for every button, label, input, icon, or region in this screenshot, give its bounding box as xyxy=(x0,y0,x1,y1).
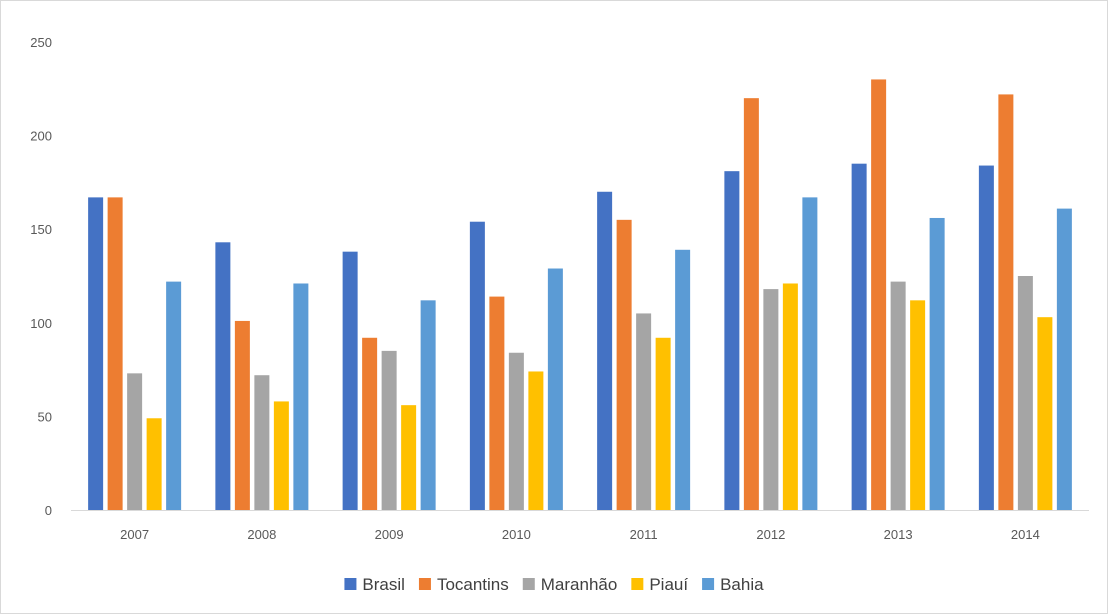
bar-brasil-2011 xyxy=(597,191,613,510)
bar-tocantins-2010 xyxy=(489,296,505,510)
x-tick-label: 2011 xyxy=(630,527,658,542)
bar-tocantins-2008 xyxy=(234,320,250,510)
y-tick-label: 0 xyxy=(45,503,52,518)
legend-label: Bahia xyxy=(720,575,764,594)
bar-bahia-2012 xyxy=(802,197,818,510)
bar-maranhão-2012 xyxy=(763,289,779,510)
bar-piauí-2013 xyxy=(910,300,926,510)
y-tick-label: 100 xyxy=(30,316,52,331)
x-tick-label: 2012 xyxy=(756,527,785,542)
y-tick-label: 150 xyxy=(30,222,52,237)
bar-maranhão-2010 xyxy=(508,352,524,510)
legend: Brasil Tocantins Maranhão Piauí Bahia xyxy=(344,575,764,594)
legend-label: Maranhão xyxy=(541,575,618,594)
legend-swatch xyxy=(702,578,715,590)
legend-swatch xyxy=(418,578,431,590)
x-tick-label: 2013 xyxy=(884,527,913,542)
x-tick-label: 2009 xyxy=(375,527,404,542)
bar-tocantins-2014 xyxy=(998,94,1014,510)
bar-bahia-2014 xyxy=(1056,208,1072,510)
x-tick-label: 2007 xyxy=(120,527,149,542)
legend-swatch xyxy=(522,578,535,590)
bar-brasil-2010 xyxy=(469,221,485,510)
legend-item-brasil: Brasil xyxy=(344,575,405,594)
bar-maranhão-2009 xyxy=(381,350,397,510)
bar-bahia-2009 xyxy=(420,300,436,510)
bar-maranhão-2011 xyxy=(636,313,652,510)
bar-piauí-2014 xyxy=(1037,317,1053,510)
bar-maranhão-2014 xyxy=(1017,276,1033,510)
bar-bahia-2008 xyxy=(293,283,309,510)
y-tick-label: 250 xyxy=(30,35,52,50)
legend-swatch xyxy=(631,578,644,590)
legend-label: Brasil xyxy=(362,575,405,594)
bar-piauí-2010 xyxy=(528,371,544,510)
bar-tocantins-2013 xyxy=(871,79,887,510)
bar-brasil-2008 xyxy=(215,242,231,510)
x-tick-label: 2008 xyxy=(247,527,276,542)
bar-tocantins-2012 xyxy=(743,98,759,510)
bar-bahia-2007 xyxy=(166,281,182,510)
bar-tocantins-2011 xyxy=(616,219,632,510)
bar-bahia-2013 xyxy=(929,217,945,510)
bar-brasil-2009 xyxy=(342,251,358,510)
legend-label: Piauí xyxy=(649,575,688,594)
legend-item-bahia: Bahia xyxy=(702,575,764,594)
legend-item-maranhão: Maranhão xyxy=(522,575,618,594)
bar-maranhão-2007 xyxy=(127,373,143,510)
bar-maranhão-2008 xyxy=(254,375,270,510)
bar-tocantins-2007 xyxy=(107,197,123,510)
x-tick-label: 2010 xyxy=(502,527,531,542)
bar-piauí-2008 xyxy=(273,401,289,510)
bar-bahia-2011 xyxy=(675,249,691,511)
y-axis-ticks: 0 50 100 150 200 250 xyxy=(30,35,52,518)
bar-brasil-2013 xyxy=(851,163,867,510)
bar-brasil-2012 xyxy=(724,171,740,510)
x-tick-label: 2014 xyxy=(1011,527,1040,542)
legend-item-tocantins: Tocantins xyxy=(418,575,509,594)
bar-piauí-2012 xyxy=(782,283,798,510)
legend-swatch xyxy=(344,578,357,590)
bar-maranhão-2013 xyxy=(890,281,906,510)
y-tick-label: 50 xyxy=(38,409,52,424)
legend-label: Tocantins xyxy=(437,575,509,594)
bar-piauí-2009 xyxy=(401,405,417,510)
x-axis-ticks: 2007 2008 2009 2010 2011 2012 2013 2014 xyxy=(120,527,1040,542)
bar-brasil-2007 xyxy=(88,197,104,510)
bar-tocantins-2009 xyxy=(362,337,378,510)
legend-item-piauí: Piauí xyxy=(631,575,688,594)
bar-piauí-2011 xyxy=(655,337,671,510)
y-tick-label: 200 xyxy=(30,129,52,144)
bar-piauí-2007 xyxy=(146,418,162,510)
bars xyxy=(88,79,1072,511)
bar-brasil-2014 xyxy=(978,165,994,510)
bar-bahia-2010 xyxy=(547,268,563,510)
